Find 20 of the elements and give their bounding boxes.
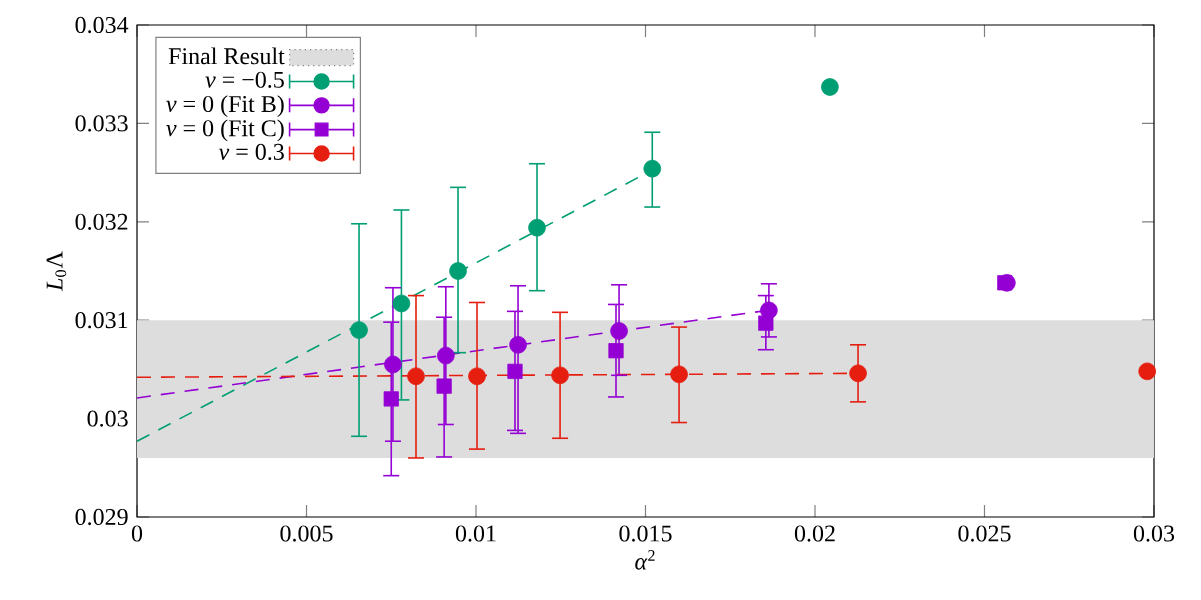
x-axis-title: α$^{2}$ [635,550,655,570]
y-tick-label: 0.032 [75,213,128,230]
y-tick-label: 0.034 [75,16,129,34]
y-tick-label: 0.029 [75,508,128,526]
x-tick-label: 0.005 [280,525,333,542]
x-tick-label: 0 [131,525,143,542]
y-tick-label: 0.033 [75,115,128,132]
legend-label: Final Result [168,47,285,65]
x-tick-label: 0.03 [1133,525,1175,542]
y-tick-label: 0.031 [75,312,128,329]
y-tick-label: 0.03 [87,410,128,427]
x-tick-label: 0.015 [619,525,672,542]
legend-label: ν = 0 (Fit C) [166,119,284,142]
legend-label: ν = 0 (Fit B) [166,95,284,117]
x-tick-label: 0.02 [794,525,835,542]
legend-label: ν = 0.3 [218,143,284,161]
y-axis-title: L$_{0}$Λ [46,251,67,292]
x-tick-label: 0.01 [455,525,496,542]
x-tick-label: 0.025 [958,525,1011,542]
legend-label: ν = −0.5 [205,71,284,88]
